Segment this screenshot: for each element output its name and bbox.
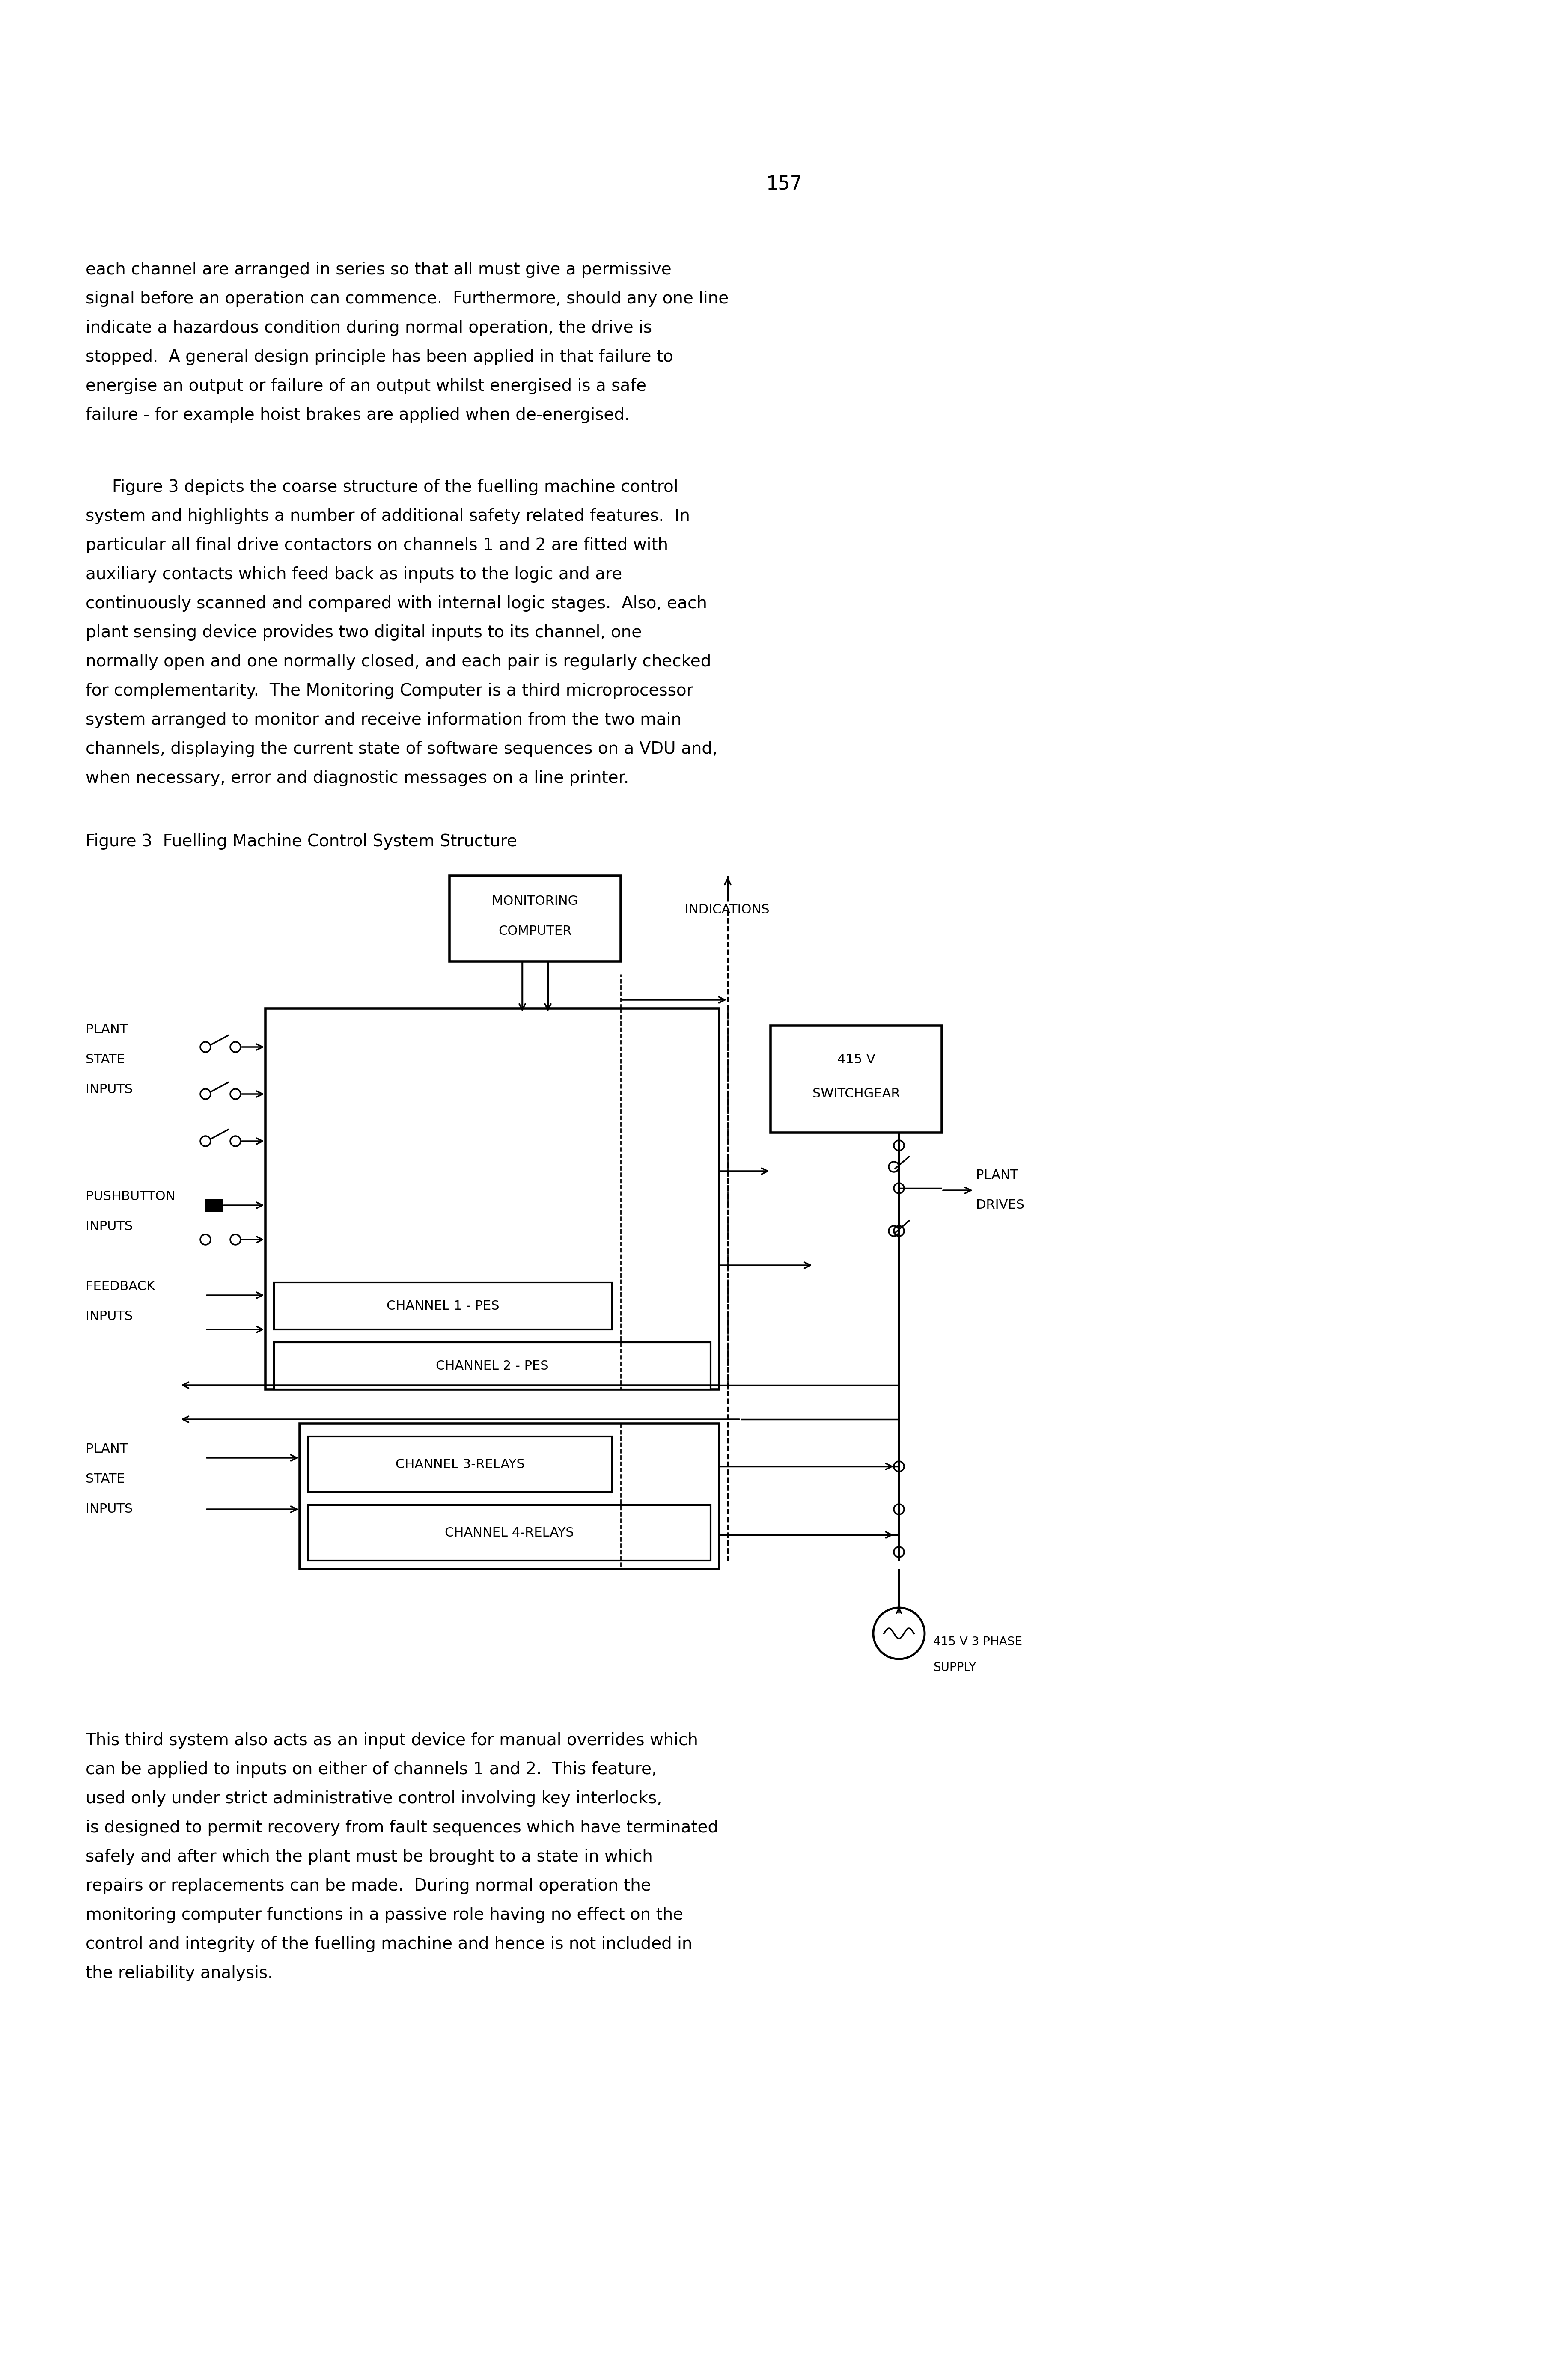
Text: CHANNEL 1 - PES: CHANNEL 1 - PES [387, 1300, 500, 1312]
Text: MONITORING: MONITORING [492, 896, 579, 908]
Text: Figure 3  Fuelling Machine Control System Structure: Figure 3 Fuelling Machine Control System… [86, 834, 517, 851]
Text: safely and after which the plant must be brought to a state in which: safely and after which the plant must be… [86, 1849, 652, 1865]
Text: INPUTS: INPUTS [86, 1504, 133, 1516]
Text: auxiliary contacts which feed back as inputs to the logic and are: auxiliary contacts which feed back as in… [86, 565, 622, 582]
Text: the reliability analysis.: the reliability analysis. [86, 1965, 273, 1982]
Bar [274, 1283, 612, 1331]
Text: SUPPLY: SUPPLY [933, 1661, 977, 1673]
Text: PLANT: PLANT [86, 1442, 127, 1456]
Text: particular all final drive contactors on channels 1 and 2 are fitted with: particular all final drive contactors on… [86, 537, 668, 554]
Text: INPUTS: INPUTS [86, 1312, 133, 1323]
Text: signal before an operation can commence.  Furthermore, should any one line: signal before an operation can commence.… [86, 290, 729, 307]
Text: COMPUTER: COMPUTER [499, 924, 572, 939]
Text: energise an output or failure of an output whilst energised is a safe: energise an output or failure of an outp… [86, 378, 646, 394]
Text: STATE: STATE [86, 1473, 125, 1485]
Text: system and highlights a number of additional safety related features.  In: system and highlights a number of additi… [86, 508, 690, 525]
Text: plant sensing device provides two digital inputs to its channel, one: plant sensing device provides two digita… [86, 625, 641, 642]
Text: used only under strict administrative control involving key interlocks,: used only under strict administrative co… [86, 1792, 662, 1806]
Text: SWITCHGEAR: SWITCHGEAR [812, 1088, 900, 1100]
Text: Figure 3 depicts the coarse structure of the fuelling machine control: Figure 3 depicts the coarse structure of… [86, 480, 679, 494]
Text: INPUTS: INPUTS [86, 1083, 133, 1095]
Text: normally open and one normally closed, and each pair is regularly checked: normally open and one normally closed, a… [86, 653, 712, 670]
Text: failure - for example hoist brakes are applied when de-energised.: failure - for example hoist brakes are a… [86, 406, 630, 423]
Text: DRIVES: DRIVES [975, 1200, 1024, 1212]
Text: CHANNEL 3-RELAYS: CHANNEL 3-RELAYS [395, 1459, 525, 1471]
Polygon shape [205, 1200, 223, 1212]
Text: This third system also acts as an input device for manual overrides which: This third system also acts as an input … [86, 1732, 698, 1749]
Text: FEEDBACK: FEEDBACK [86, 1281, 155, 1293]
Bar [274, 1342, 710, 1390]
Text: repairs or replacements can be made.  During normal operation the: repairs or replacements can be made. Dur… [86, 1877, 651, 1894]
Bar [309, 1437, 612, 1492]
Text: INPUTS: INPUTS [86, 1221, 133, 1233]
Text: monitoring computer functions in a passive role having no effect on the: monitoring computer functions in a passi… [86, 1908, 684, 1922]
Text: 415 V 3 PHASE: 415 V 3 PHASE [933, 1637, 1022, 1649]
Text: is designed to permit recovery from fault sequences which have terminated: is designed to permit recovery from faul… [86, 1820, 718, 1837]
Text: can be applied to inputs on either of channels 1 and 2.  This feature,: can be applied to inputs on either of ch… [86, 1761, 657, 1777]
Bar [309, 1504, 710, 1561]
Bar [265, 1007, 720, 1390]
Text: each channel are arranged in series so that all must give a permissive: each channel are arranged in series so t… [86, 261, 671, 278]
Text: PLANT: PLANT [975, 1169, 1018, 1181]
Bar [450, 877, 621, 962]
Text: CHANNEL 4-RELAYS: CHANNEL 4-RELAYS [445, 1525, 574, 1540]
Bar [299, 1423, 720, 1568]
Text: indicate a hazardous condition during normal operation, the drive is: indicate a hazardous condition during no… [86, 321, 652, 335]
Text: continuously scanned and compared with internal logic stages.  Also, each: continuously scanned and compared with i… [86, 596, 707, 611]
Text: STATE: STATE [86, 1053, 125, 1067]
Text: for complementarity.  The Monitoring Computer is a third microprocessor: for complementarity. The Monitoring Comp… [86, 682, 693, 699]
Text: channels, displaying the current state of software sequences on a VDU and,: channels, displaying the current state o… [86, 741, 718, 758]
Text: 415 V: 415 V [837, 1053, 875, 1067]
Text: INDICATIONS: INDICATIONS [685, 903, 770, 917]
Text: control and integrity of the fuelling machine and hence is not included in: control and integrity of the fuelling ma… [86, 1936, 693, 1953]
Text: system arranged to monitor and receive information from the two main: system arranged to monitor and receive i… [86, 713, 682, 727]
Text: when necessary, error and diagnostic messages on a line printer.: when necessary, error and diagnostic mes… [86, 770, 629, 786]
Text: CHANNEL 2 - PES: CHANNEL 2 - PES [436, 1359, 549, 1371]
Text: PUSHBUTTON: PUSHBUTTON [86, 1190, 176, 1202]
Text: PLANT: PLANT [86, 1024, 127, 1036]
Bar [770, 1026, 942, 1133]
Text: stopped.  A general design principle has been applied in that failure to: stopped. A general design principle has … [86, 349, 673, 366]
Text: 157: 157 [765, 176, 803, 192]
